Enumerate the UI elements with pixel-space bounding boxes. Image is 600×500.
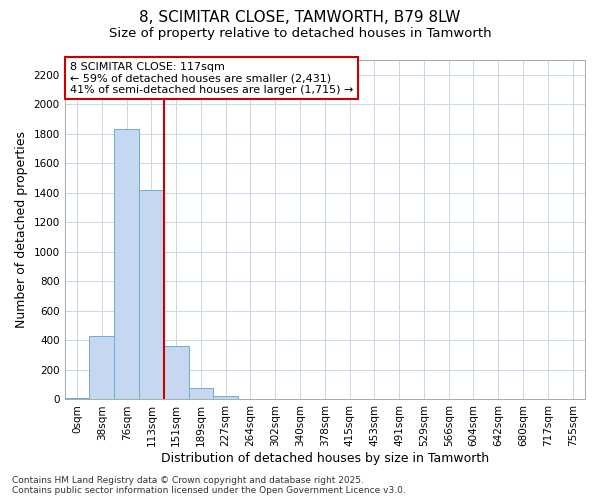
Bar [214,396,238,400]
Bar [114,130,139,400]
Bar [238,398,263,400]
Bar [139,190,164,400]
X-axis label: Distribution of detached houses by size in Tamworth: Distribution of detached houses by size … [161,452,489,465]
Text: Size of property relative to detached houses in Tamworth: Size of property relative to detached ho… [109,28,491,40]
Bar [164,346,188,400]
Text: 8, SCIMITAR CLOSE, TAMWORTH, B79 8LW: 8, SCIMITAR CLOSE, TAMWORTH, B79 8LW [139,10,461,25]
Text: Contains HM Land Registry data © Crown copyright and database right 2025.
Contai: Contains HM Land Registry data © Crown c… [12,476,406,495]
Bar [65,398,89,400]
Bar [89,336,114,400]
Y-axis label: Number of detached properties: Number of detached properties [15,131,28,328]
Bar [188,388,214,400]
Text: 8 SCIMITAR CLOSE: 117sqm
← 59% of detached houses are smaller (2,431)
41% of sem: 8 SCIMITAR CLOSE: 117sqm ← 59% of detach… [70,62,353,95]
